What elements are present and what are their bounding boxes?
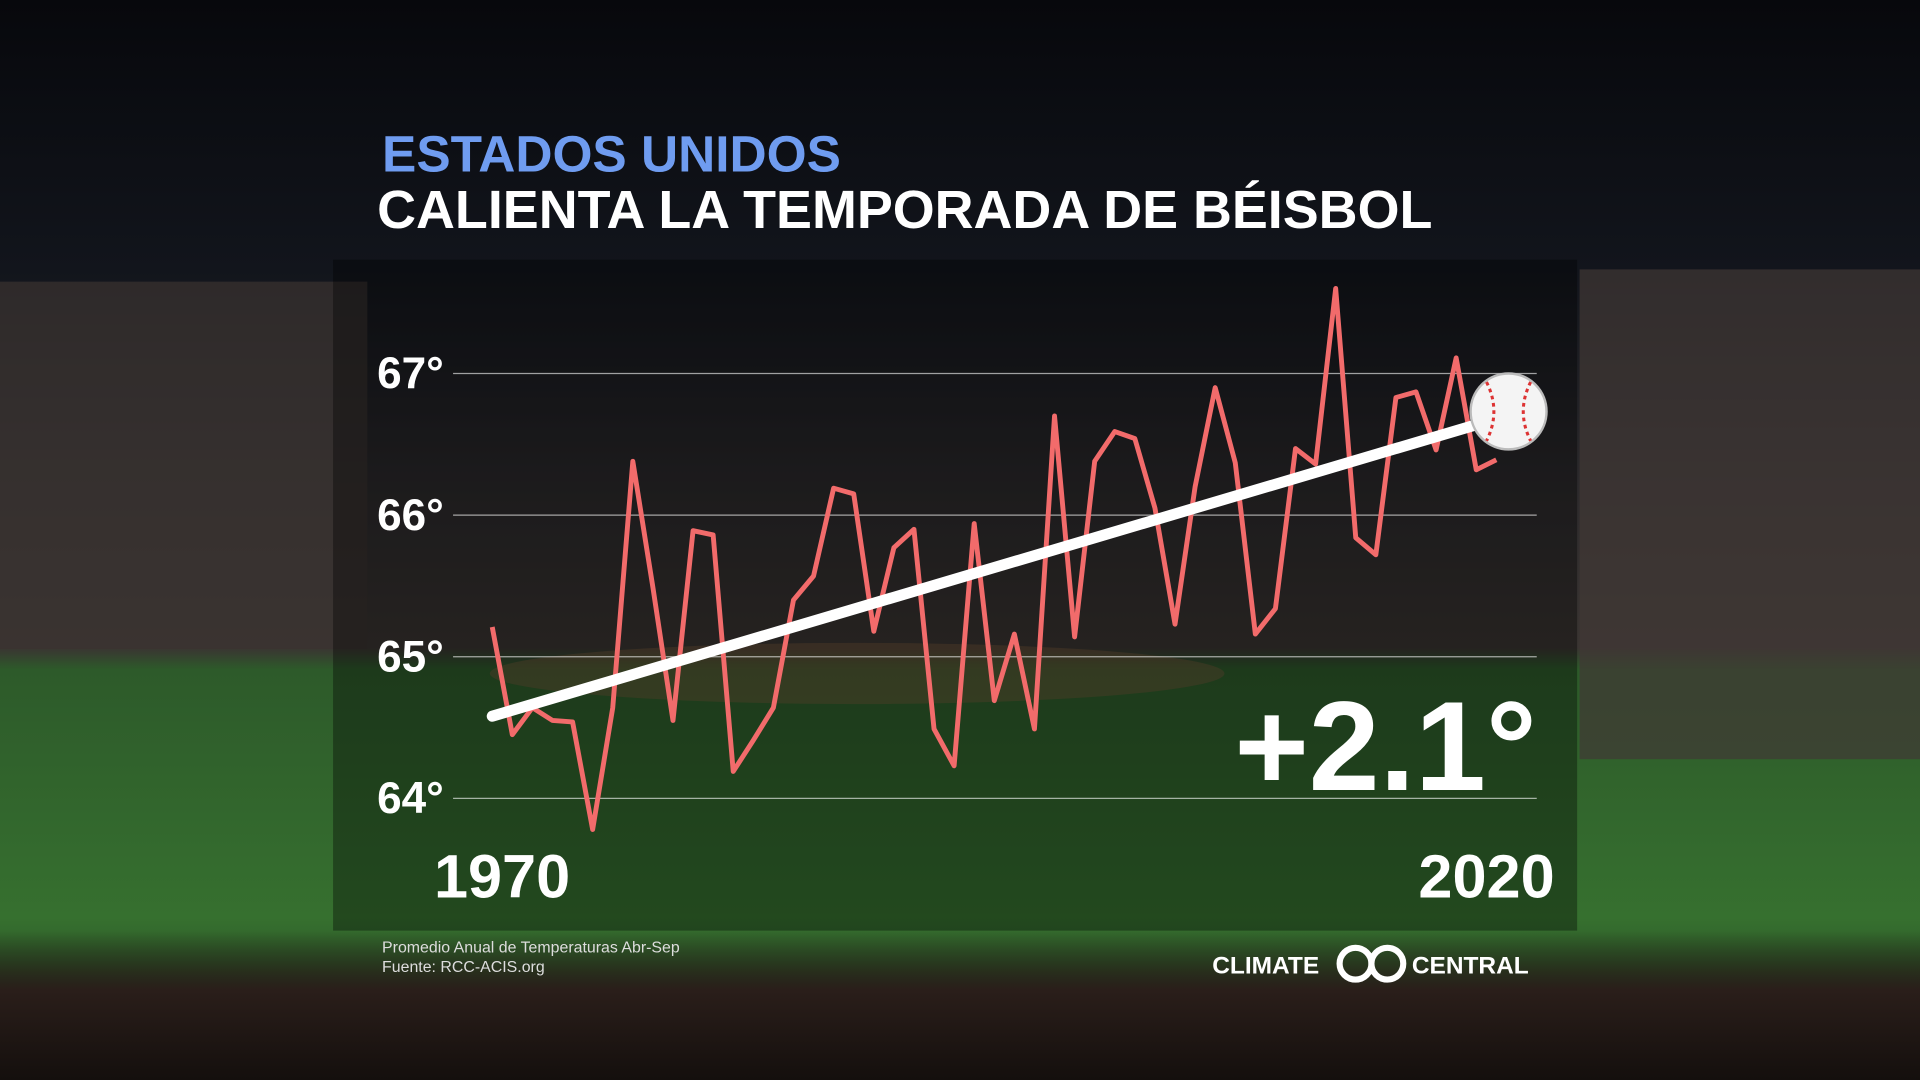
chart-title: ESTADOS UNIDOS <box>382 124 841 182</box>
y-tick-label: 65° <box>377 632 444 681</box>
baseball <box>1469 372 1548 451</box>
x-tick-label: 1970 <box>434 843 570 911</box>
logo-icon <box>1368 944 1407 983</box>
crowd <box>0 930 1920 1080</box>
logo-text: CENTRAL <box>1412 952 1529 979</box>
note: Promedio Anual de Temperaturas Abr-Sep <box>382 940 680 957</box>
note: Fuente: RCC-ACIS.org <box>382 959 545 976</box>
data-line <box>489 286 1498 832</box>
y-tick-label: 64° <box>377 774 444 823</box>
y-tick-label: 66° <box>377 491 444 540</box>
trend-line <box>486 413 1502 722</box>
baseball-stitch <box>1521 381 1532 442</box>
chart-subtitle: CALIENTA LA TEMPORADA DE BÉISBOL <box>377 180 1432 240</box>
y-tick-label: 67° <box>377 349 444 398</box>
x-tick-label: 2020 <box>1418 843 1554 911</box>
baseball-stitch <box>1485 381 1496 442</box>
stands-right <box>1579 269 1920 760</box>
annotation: +2.1° <box>1234 675 1536 817</box>
stands-left <box>0 281 368 649</box>
logo-text: CLIMATE <box>1212 952 1319 979</box>
chart-panel <box>333 259 1578 931</box>
